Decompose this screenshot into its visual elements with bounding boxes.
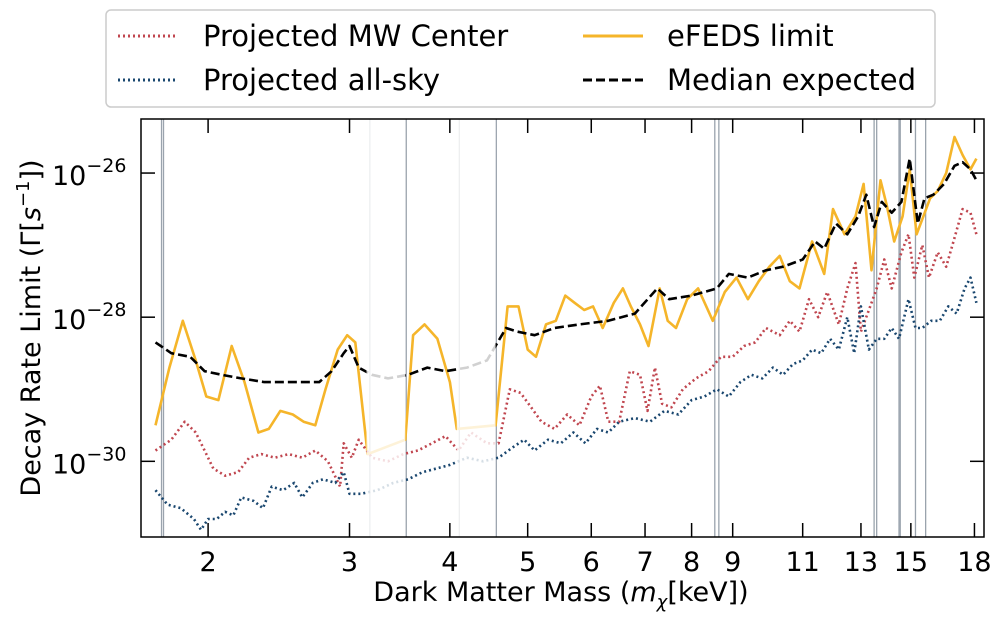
y-tick-label-2: 10−26	[52, 155, 126, 192]
series-mw_center	[154, 207, 978, 488]
axis-ticks: 2 3 4 5 6 7 8 9 11 13 15 18 10−30 10−28 10−26	[52, 119, 992, 578]
y-tick-label-0: 10−30	[52, 443, 126, 480]
legend-label-mw-center: Projected MW Center	[203, 19, 508, 53]
masked-regions	[366, 119, 496, 537]
y-axis-title: Decay Rate Limit (Γ[s−1])	[13, 159, 47, 496]
series-median	[154, 157, 978, 384]
x-tick-label-4: 4	[441, 547, 458, 578]
masked-region-0	[366, 119, 406, 537]
x-tick-label-9: 9	[724, 547, 741, 578]
y-tick-label-1: 10−28	[52, 299, 126, 336]
legend: Projected MW Center eFEDS limit Projecte…	[105, 9, 936, 108]
legend-entry-efeds[interactable]: eFEDS limit	[583, 19, 834, 53]
legend-entry-median[interactable]: Median expected	[583, 63, 916, 97]
legend-label-efeds: eFEDS limit	[667, 19, 834, 53]
legend-entry-mw-center[interactable]: Projected MW Center	[118, 19, 508, 53]
x-tick-label-13: 13	[844, 547, 878, 578]
x-tick-label-2: 2	[200, 547, 217, 578]
x-tick-label-11: 11	[785, 547, 819, 578]
x-tick-label-7: 7	[636, 547, 653, 578]
x-tick-label-8: 8	[683, 547, 700, 578]
x-tick-label-6: 6	[583, 547, 600, 578]
series-efeds	[154, 135, 978, 456]
masked-region-1	[456, 119, 496, 537]
x-tick-label-5: 5	[519, 547, 536, 578]
legend-frame	[105, 9, 936, 108]
legend-label-all-sky: Projected all-sky	[203, 63, 440, 97]
series-all_sky	[154, 276, 978, 532]
x-tick-label-15: 15	[894, 547, 928, 578]
legend-entry-all-sky[interactable]: Projected all-sky	[118, 63, 440, 97]
x-tick-label-18: 18	[957, 547, 991, 578]
legend-label-median: Median expected	[667, 63, 916, 97]
x-axis-title: Dark Matter Mass (mχ[keV])	[373, 577, 748, 613]
plot-frame	[140, 118, 985, 538]
x-tick-label-3: 3	[341, 547, 358, 578]
series-layer	[154, 135, 978, 532]
plot-area: 2 3 4 5 6 7 8 9 11 13 15 18 10−30 10−28 10−26	[52, 118, 992, 578]
